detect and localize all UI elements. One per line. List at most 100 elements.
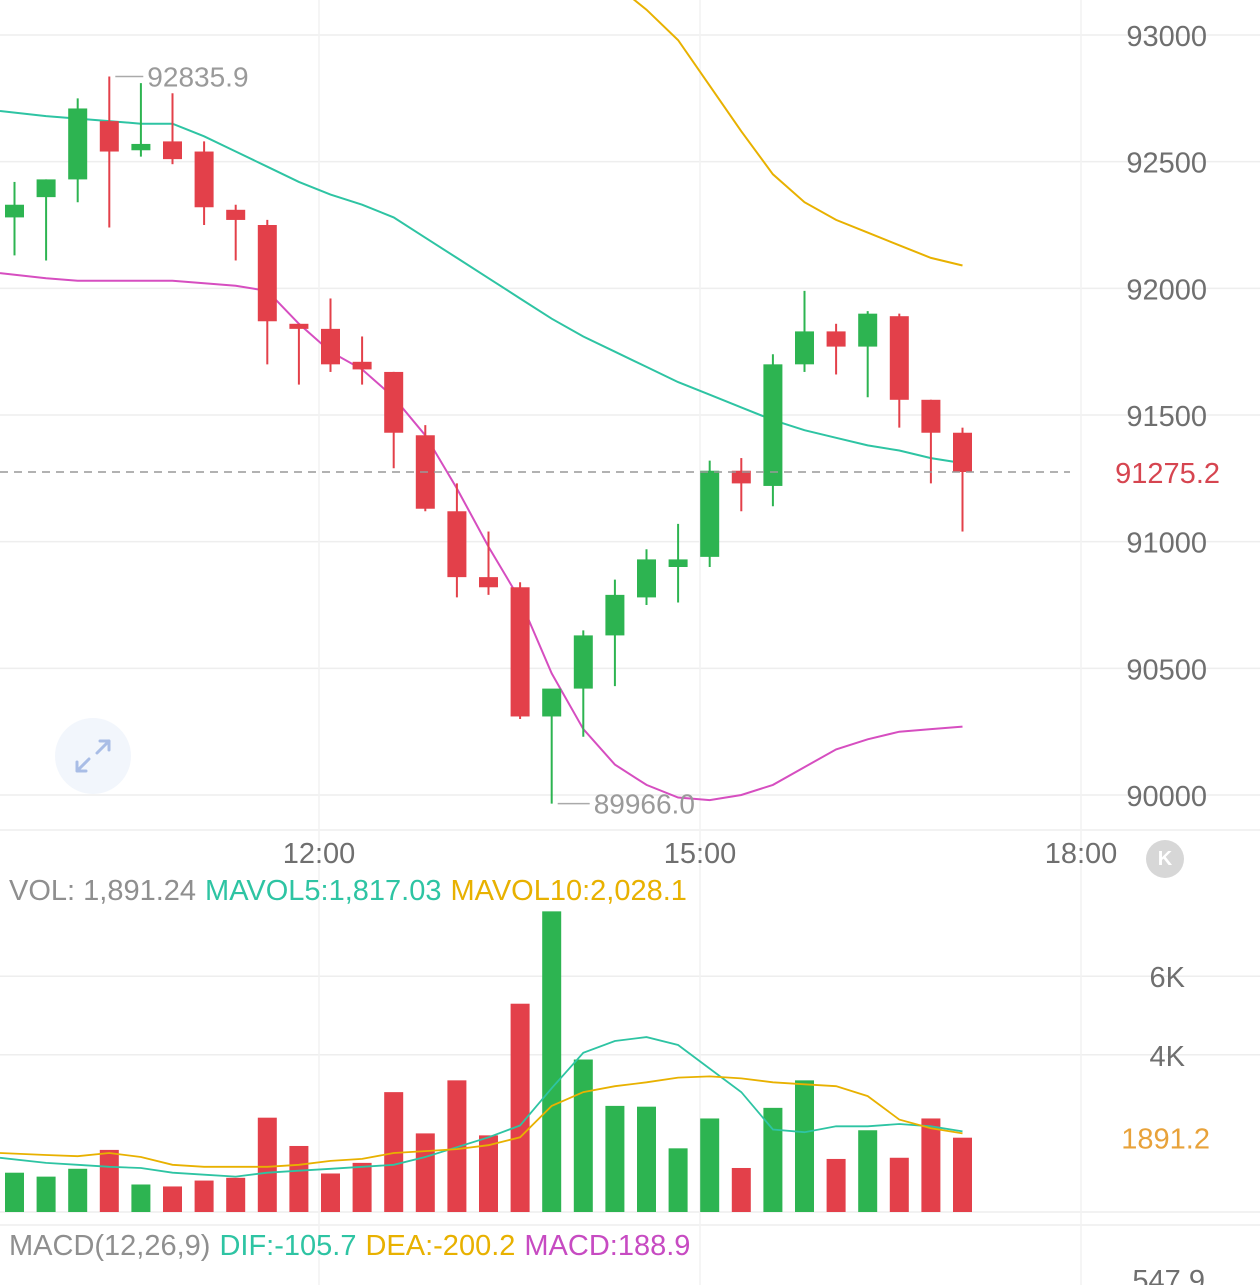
volume-bar [542,911,562,1212]
volume-legend: VOL: 1,891.24 MAVOL5:1,817.03 MAVOL10:2,… [9,875,687,908]
price-tick-label: 91500 [1126,401,1207,433]
low-marker-label: 89966.0 [594,789,695,820]
volume-bar [510,1003,530,1212]
volume-bar [858,1130,878,1212]
price-tick-label: 92500 [1126,148,1207,180]
candle-body [637,559,656,598]
volume-bar [289,1145,309,1212]
candle-body [858,313,878,347]
volume-bar [352,1162,372,1212]
dea-label: DEA:-200.2 [365,1230,516,1262]
macd-value-label: MACD:188.9 [524,1230,691,1262]
candle-body [131,143,151,151]
candle-body [226,209,246,220]
volume-bar [194,1180,214,1212]
volume-bar [573,1059,593,1212]
volume-bar [384,1092,404,1212]
candle-body [194,151,214,208]
candle-body [321,328,340,365]
volume-bar [321,1173,340,1212]
volume-bars-group [5,911,972,1212]
candle-body [447,511,467,578]
volume-bar [99,1149,119,1212]
macd-legend: MACD(12,26,9) DIF:-105.7 DEA:-200.2 MACD… [9,1230,690,1263]
volume-bar [953,1137,972,1212]
volume-bar [795,1080,814,1212]
candle-body [795,331,814,365]
macd-params-label: MACD(12,26,9) [9,1230,211,1262]
vol-label: VOL: 1,891.24 [9,875,197,907]
dif-label: DIF:-105.7 [219,1230,357,1262]
volume-bar [447,1080,467,1212]
volume-bar [668,1148,688,1212]
volume-bar [826,1158,846,1212]
candle-body [573,635,593,689]
volume-bar [257,1117,277,1212]
candle-body [99,121,119,152]
moving-average-line [632,0,963,267]
k-button-label: K [1157,847,1173,870]
time-tick-label: 15:00 [664,838,737,870]
volume-bar [479,1135,498,1212]
candle-body [384,371,404,433]
mavol5-label: MAVOL5:1,817.03 [205,875,442,907]
volume-bar [763,1107,783,1212]
candles-group [5,76,972,804]
candle-body [763,364,783,486]
candle-body [542,688,562,717]
time-tick-label: 18:00 [1045,838,1118,870]
candle-body [510,587,530,717]
candle-body [68,108,88,180]
volume-tick-label: 4K [1150,1041,1186,1073]
price-tick-label: 90000 [1126,781,1207,813]
volume-bar [731,1167,751,1212]
kline-toggle-button[interactable]: K [1146,840,1184,878]
candle-body [668,559,688,567]
candle-body [700,470,720,557]
price-tick-label: 91000 [1126,528,1207,560]
volume-bar [605,1105,625,1212]
candle-body [5,204,24,218]
candle-body [826,331,846,347]
high-marker-label: 92835.9 [147,62,248,93]
price-tick-label: 90500 [1126,654,1207,686]
candle-body [921,399,941,433]
time-tick-label: 12:00 [283,838,356,870]
volume-bar [637,1106,656,1212]
volume-bar [68,1168,88,1212]
candle-body [36,179,56,198]
price-tick-label: 92000 [1126,274,1207,306]
macd-axis-label: 547.9 [1132,1265,1205,1285]
candle-body [605,594,625,636]
volume-bar [36,1176,56,1212]
expand-arrows-icon [75,739,111,773]
mavol5-line [0,1036,963,1178]
volume-tick-label: 6K [1150,962,1186,994]
volume-bar [163,1186,182,1212]
candle-body [731,470,751,484]
volume-bar [921,1118,941,1212]
volume-bar [889,1157,909,1212]
volume-bar [5,1172,24,1212]
candle-body [889,316,909,400]
volume-bar [131,1184,151,1212]
volume-bar [226,1177,246,1212]
expand-button[interactable] [55,718,131,794]
candle-body [352,361,372,370]
candle-body [953,432,972,472]
candle-body [163,141,182,160]
volume-bar [700,1118,720,1212]
candle-body [257,225,277,322]
price-tick-label: 93000 [1126,21,1207,53]
mavol10-line [0,1075,963,1168]
candle-body [289,323,309,329]
volume-bar [415,1133,435,1212]
mavol10-label: MAVOL10:2,028.1 [450,875,687,907]
current-volume-label: 1891.2 [1121,1124,1210,1156]
current-price-label: 91275.2 [1115,458,1220,490]
candle-body [479,577,498,588]
